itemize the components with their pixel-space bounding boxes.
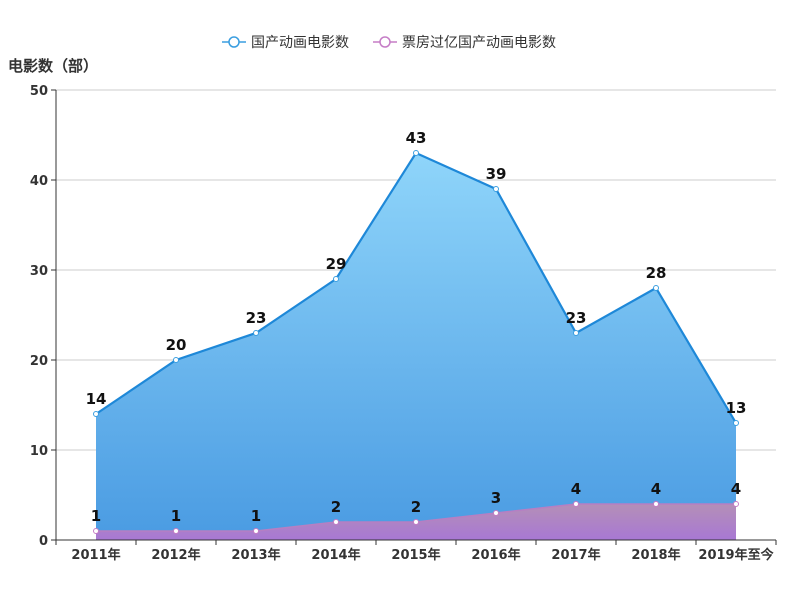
data-point (93, 528, 99, 534)
data-point (253, 330, 259, 336)
data-label: 28 (646, 264, 667, 282)
data-label: 1 (251, 507, 261, 525)
legend-marker-icon (228, 36, 240, 48)
legend-item-sub[interactable]: 票房过亿国产动画电影数 (373, 35, 556, 51)
y-tick-label: 0 (39, 534, 48, 549)
data-label: 4 (571, 480, 581, 498)
x-tick-label: 2015年 (391, 547, 440, 563)
axes: 0 10 20 30 40 50 2011年 2012年 2013年 2014年 2015年 2016… (30, 84, 777, 563)
data-label: 1 (91, 507, 101, 525)
data-point (653, 501, 659, 507)
data-label: 23 (246, 309, 267, 327)
data-point (653, 285, 659, 291)
data-label: 2 (411, 498, 421, 516)
data-label: 23 (566, 309, 587, 327)
data-point (333, 276, 339, 282)
data-point (173, 528, 179, 534)
y-axis-title: 电影数（部） (8, 57, 98, 75)
series-area-0 (96, 153, 736, 540)
legend-label-sub: 票房过亿国产动画电影数 (402, 35, 556, 51)
data-point (733, 501, 739, 507)
y-tick-label: 30 (30, 264, 48, 279)
data-point (413, 519, 419, 525)
x-tick-label: 2013年 (231, 547, 280, 563)
data-label: 4 (731, 480, 741, 498)
data-label: 13 (726, 399, 747, 417)
data-label: 29 (326, 255, 347, 273)
y-tick-label: 10 (30, 444, 48, 459)
data-point (573, 330, 579, 336)
data-point (333, 519, 339, 525)
data-label: 14 (86, 390, 107, 408)
x-tick-label: 2011年 (71, 547, 120, 563)
data-point (173, 357, 179, 363)
y-tick-label: 20 (30, 354, 48, 369)
legend-item-main[interactable]: 国产动画电影数 (222, 35, 349, 51)
data-label: 3 (491, 489, 501, 507)
data-point (493, 510, 499, 516)
data-label: 4 (651, 480, 661, 498)
data-label: 39 (486, 165, 507, 183)
x-tick-label: 2014年 (311, 547, 360, 563)
legend-label-main: 国产动画电影数 (251, 35, 349, 51)
data-label: 20 (166, 336, 187, 354)
x-tick-label: 2017年 (551, 547, 600, 563)
legend[interactable]: 国产动画电影数 票房过亿国产动画电影数 (222, 35, 556, 51)
y-tick-label: 50 (30, 84, 48, 99)
x-tick-label: 2012年 (151, 547, 200, 563)
data-point (413, 150, 419, 156)
legend-marker-icon (379, 36, 391, 48)
data-point (573, 501, 579, 507)
data-point (733, 420, 739, 426)
data-label: 43 (406, 129, 427, 147)
data-point (93, 411, 99, 417)
data-point (493, 186, 499, 192)
x-tick-label: 2019年至今 (698, 547, 774, 563)
x-tick-label: 2016年 (471, 547, 520, 563)
x-tick-label: 2018年 (631, 547, 680, 563)
data-markers (93, 150, 739, 534)
plot-area (95, 151, 737, 540)
data-label: 2 (331, 498, 341, 516)
y-tick-label: 40 (30, 174, 48, 189)
data-label: 1 (171, 507, 181, 525)
data-point (253, 528, 259, 534)
